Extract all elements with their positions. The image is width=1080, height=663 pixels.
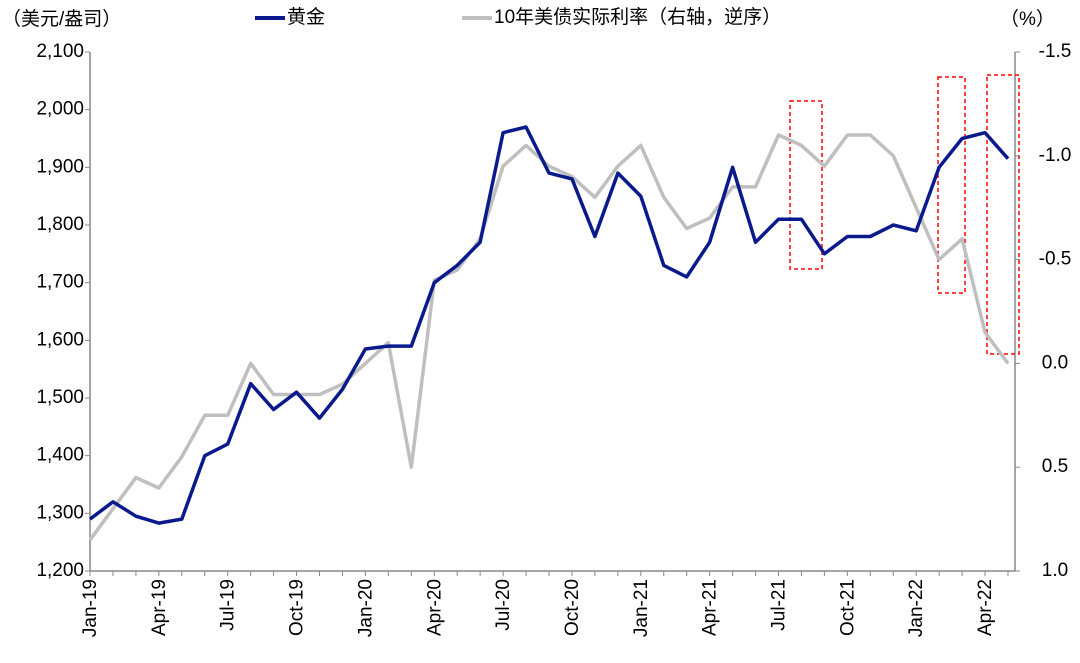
x-tick-label: Jan-21 [631, 579, 652, 637]
y-tick-label: 1,700 [36, 272, 84, 293]
x-tick-label: Oct-21 [837, 579, 858, 636]
x-tick-label: Jan-22 [906, 579, 927, 637]
y-tick-label: 1,800 [36, 214, 84, 235]
highlight-box [937, 76, 966, 294]
series-line [88, 125, 1010, 525]
x-tick-label: Jul-19 [218, 579, 239, 631]
y2-tick-label: -1.5 [1039, 41, 1072, 62]
x-tick-label: Jul-21 [769, 579, 790, 631]
y-tick-label: 2,000 [36, 99, 84, 120]
y-tick-label: 1,400 [36, 445, 84, 466]
x-tick-label: Oct-20 [562, 579, 583, 636]
legend-label: 黄金 [287, 6, 325, 28]
x-tick-label: Apr-22 [975, 579, 996, 636]
y2-tick-label: 1.0 [1042, 560, 1068, 581]
highlight-box [986, 74, 1020, 355]
y2-tick-label: 0.0 [1042, 352, 1068, 373]
y-tick-label: 1,200 [36, 560, 84, 581]
y2-tick-label: 0.5 [1042, 456, 1068, 477]
x-tick-label: Oct-19 [287, 579, 308, 636]
y2-axis-label: （%） [1000, 8, 1055, 30]
y-tick-label: 1,600 [36, 329, 84, 350]
legend-label: 10年美债实际利率（右轴，逆序） [494, 6, 781, 28]
y-tick-label: 2,100 [36, 41, 84, 62]
x-tick-label: Jan-19 [80, 579, 101, 637]
y-axis-label: （美元/盎司） [2, 8, 121, 30]
y2-tick-label: -0.5 [1039, 249, 1072, 270]
x-tick-label: Apr-21 [700, 579, 721, 636]
y-tick-label: 1,900 [36, 156, 84, 177]
y2-tick-label: -1.0 [1039, 145, 1072, 166]
x-tick-label: Jan-20 [355, 579, 376, 637]
x-tick-label: Apr-19 [149, 579, 170, 636]
x-tick-label: Jul-20 [493, 579, 514, 631]
highlight-box [789, 100, 823, 270]
y-tick-label: 1,300 [36, 502, 84, 523]
y-tick-label: 1,500 [36, 387, 84, 408]
x-tick-label: Apr-20 [424, 579, 445, 636]
series-line [88, 133, 1010, 541]
